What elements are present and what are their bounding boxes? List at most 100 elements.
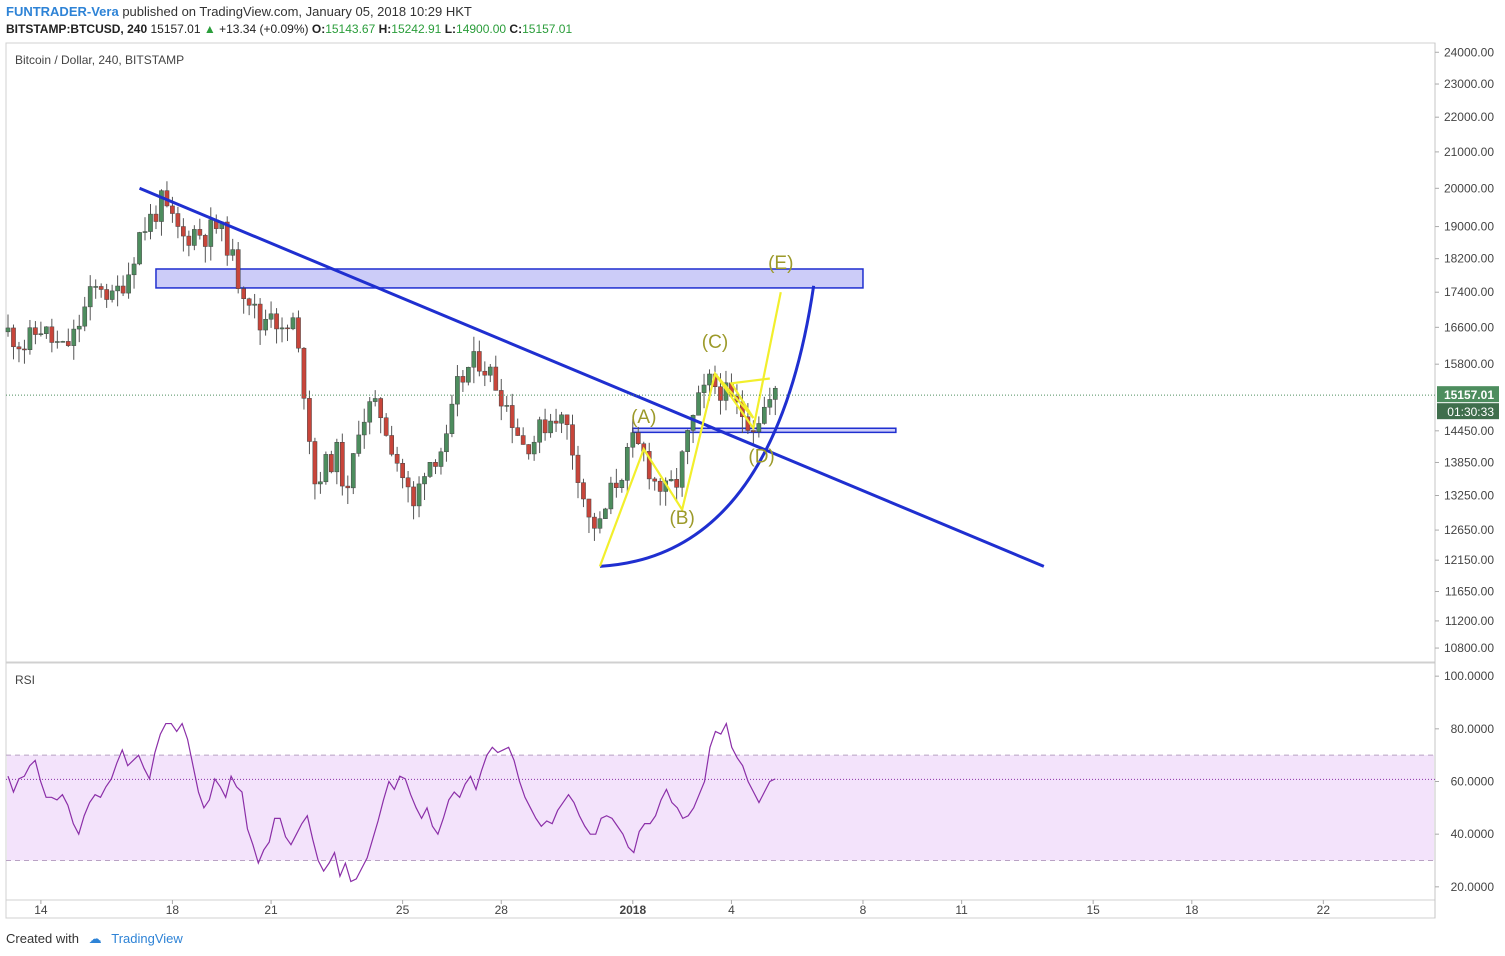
candle-down bbox=[246, 298, 252, 306]
candle-down bbox=[460, 376, 466, 383]
wave-label: (A) bbox=[631, 407, 656, 428]
wave-label: (E) bbox=[768, 253, 793, 274]
candle-down bbox=[65, 341, 71, 346]
candle-up bbox=[323, 454, 329, 483]
candle-up bbox=[696, 392, 701, 416]
candle-up bbox=[504, 405, 510, 407]
candle-up bbox=[690, 414, 696, 431]
candle-up bbox=[427, 462, 433, 477]
candle-up bbox=[761, 406, 767, 424]
price-pane-title: Bitcoin / Dollar, 240, BITSTAMP bbox=[15, 53, 184, 67]
candle-down bbox=[564, 414, 570, 425]
support-zone bbox=[632, 427, 897, 434]
candle-down bbox=[33, 327, 38, 335]
candle-up bbox=[27, 327, 33, 350]
candle-up bbox=[76, 325, 82, 330]
candle-up bbox=[372, 398, 378, 402]
candle-up bbox=[230, 249, 236, 256]
price-tick-label: 16600.00 bbox=[1444, 320, 1494, 334]
price-tick-label: 21000.00 bbox=[1444, 145, 1494, 159]
candle-up bbox=[148, 213, 153, 232]
candle-down bbox=[16, 346, 22, 350]
candle-up bbox=[87, 286, 93, 308]
time-tick-label: 4 bbox=[728, 903, 735, 917]
price-tick-label: 20000.00 bbox=[1444, 181, 1494, 195]
low-label: L: bbox=[444, 22, 457, 36]
candle-down bbox=[307, 398, 312, 442]
candle-up bbox=[548, 420, 553, 434]
candle-down bbox=[405, 477, 411, 488]
candle-up bbox=[449, 403, 455, 434]
time-tick-label: 11 bbox=[955, 903, 968, 917]
candle-up bbox=[707, 373, 712, 386]
candle-down bbox=[104, 289, 109, 300]
candle-down bbox=[274, 313, 279, 330]
price-tick-label: 23000.00 bbox=[1444, 77, 1494, 91]
candle-down bbox=[301, 347, 307, 399]
candle-down bbox=[120, 285, 126, 294]
candle-up bbox=[603, 508, 608, 519]
high-label: H: bbox=[378, 22, 392, 36]
candle-down bbox=[181, 226, 186, 237]
candle-down bbox=[433, 462, 438, 467]
candle-up bbox=[126, 274, 131, 294]
candle-down bbox=[614, 482, 619, 488]
candle-down bbox=[635, 432, 641, 444]
candle-up bbox=[279, 327, 285, 330]
candle-down bbox=[520, 435, 526, 445]
candle-down bbox=[751, 430, 756, 433]
candle-down bbox=[674, 479, 679, 488]
candle-up bbox=[608, 482, 614, 510]
price-tick-label: 19000.00 bbox=[1444, 220, 1494, 234]
price-tick-label: 22000.00 bbox=[1444, 110, 1494, 124]
rsi-tick-label: 20.0000 bbox=[1451, 880, 1495, 894]
candle-down bbox=[526, 444, 531, 455]
candle-up bbox=[5, 327, 11, 333]
candle-up bbox=[159, 190, 164, 222]
candle-down bbox=[175, 213, 181, 227]
candle-up bbox=[290, 317, 296, 330]
last-price-badge bbox=[1437, 386, 1499, 403]
price-tick-label: 10800.00 bbox=[1444, 641, 1494, 655]
rsi-tick-label: 80.0000 bbox=[1451, 722, 1495, 736]
candle-down bbox=[498, 390, 504, 407]
price-tick-label: 15800.00 bbox=[1444, 357, 1494, 371]
last-price: 15157.01 bbox=[150, 22, 201, 36]
countdown-badge bbox=[1437, 403, 1499, 420]
open-label: O: bbox=[311, 22, 326, 36]
candle-down bbox=[477, 351, 482, 372]
time-tick-label: 18 bbox=[166, 903, 180, 917]
wave-cross-path bbox=[714, 372, 770, 419]
price-tick-label: 18200.00 bbox=[1444, 252, 1494, 266]
tradingview-logo-icon[interactable]: ☁ bbox=[88, 931, 102, 946]
price-change: +13.34 (+0.09%) bbox=[219, 22, 309, 36]
candle-up bbox=[531, 441, 537, 455]
author-link[interactable]: FUNTRADER-Vera bbox=[6, 4, 119, 19]
candle-down bbox=[22, 348, 27, 351]
candle-down bbox=[570, 424, 575, 456]
candle-down bbox=[49, 326, 55, 343]
high-value: 15242.91 bbox=[391, 22, 442, 36]
candle-down bbox=[329, 454, 334, 473]
candle-up bbox=[619, 480, 625, 488]
candle-down bbox=[718, 386, 723, 401]
time-tick-label: 18 bbox=[1185, 903, 1199, 917]
time-tick-label: 22 bbox=[1317, 903, 1331, 917]
price-tick-label: 24000.00 bbox=[1444, 45, 1494, 59]
candle-up bbox=[44, 326, 49, 334]
candle-down bbox=[296, 317, 301, 349]
candle-up bbox=[334, 441, 340, 473]
time-axis[interactable] bbox=[5, 899, 1436, 919]
candle-down bbox=[394, 454, 400, 464]
ohlc-legend: BITSTAMP:BTCUSD, 240 15157.01 ▲ +13.34 (… bbox=[6, 22, 572, 36]
tradingview-brand-link[interactable]: TradingView bbox=[111, 931, 183, 946]
candle-down bbox=[652, 478, 658, 482]
candle-up bbox=[71, 328, 77, 346]
candle-up bbox=[268, 313, 274, 320]
candle-up bbox=[356, 434, 362, 454]
time-tick-label: 14 bbox=[34, 903, 48, 917]
candle-up bbox=[772, 387, 778, 400]
candle-down bbox=[202, 235, 208, 247]
time-tick-label: 28 bbox=[495, 903, 509, 917]
